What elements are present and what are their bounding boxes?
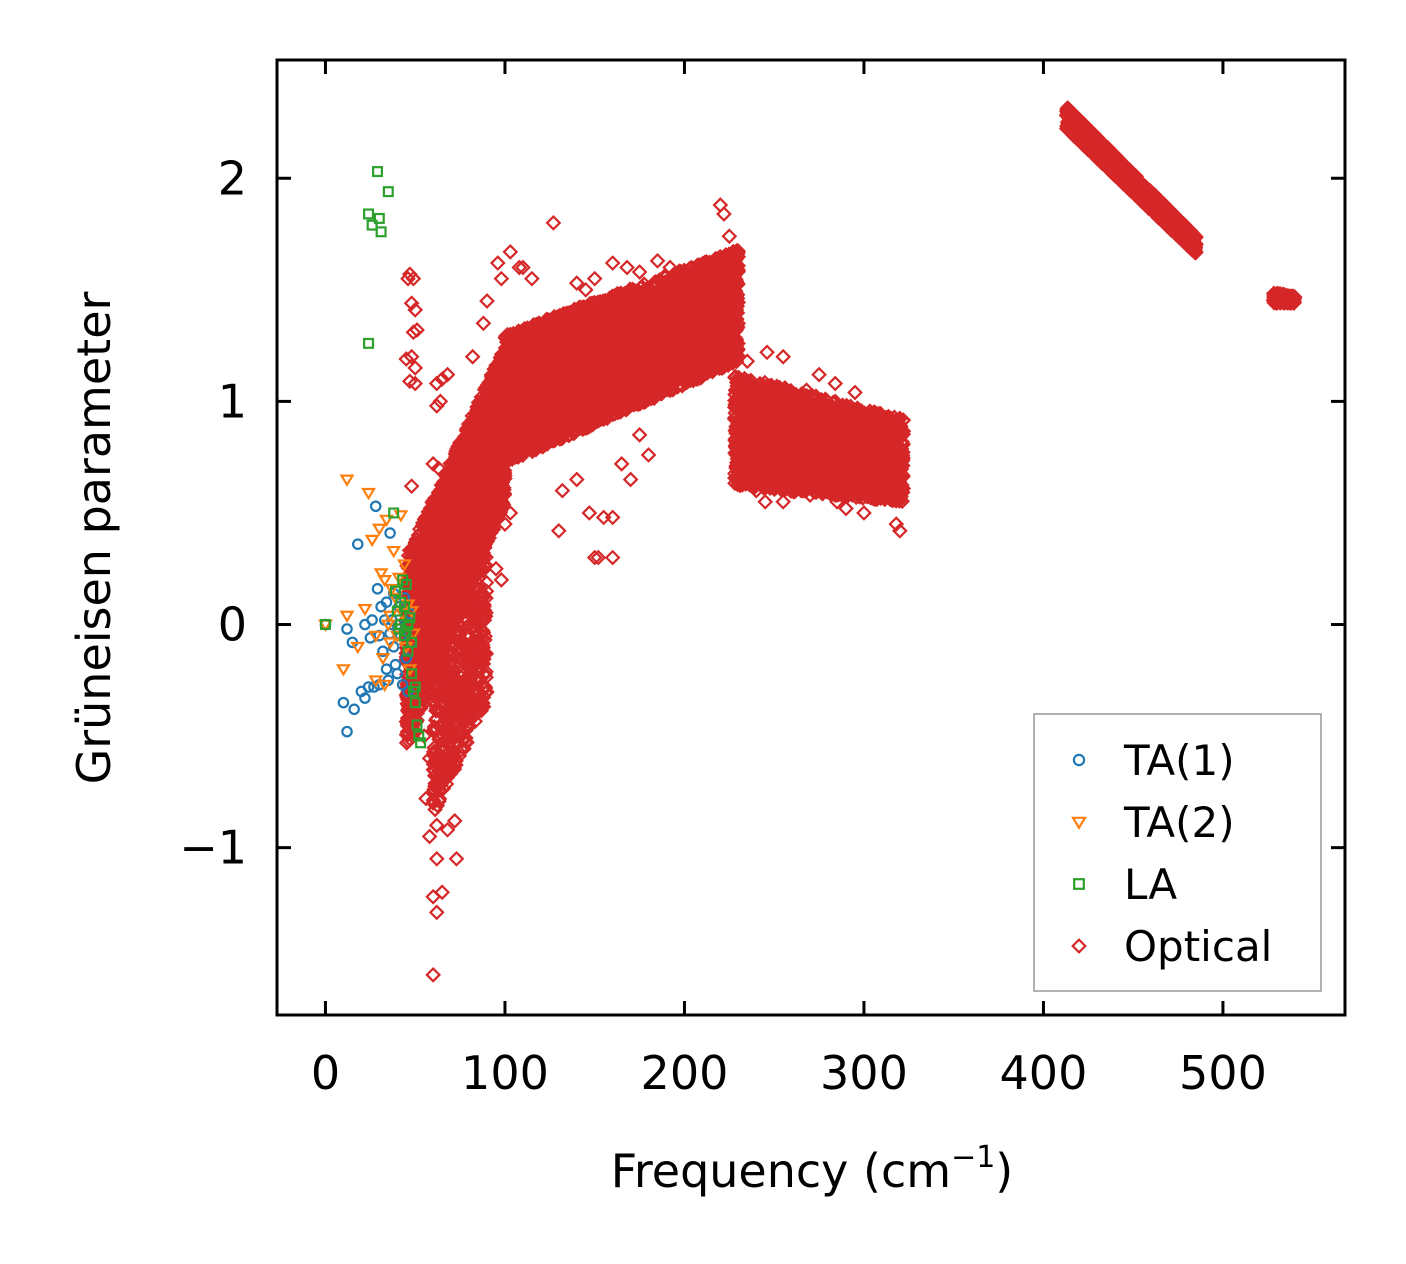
optical-point (406, 705, 423, 721)
optical-point (411, 521, 428, 538)
optical-point (423, 514, 440, 531)
optical-point (470, 394, 487, 411)
optical-point (453, 437, 470, 454)
optical-point (488, 502, 504, 519)
optical-point (404, 657, 421, 674)
data-points (318, 100, 1303, 983)
optical-point (451, 447, 468, 464)
optical-point (404, 562, 420, 579)
optical-point (483, 368, 500, 384)
optical-point (400, 733, 417, 749)
optical-point (422, 593, 439, 610)
optical-point (453, 474, 470, 491)
optical-point (417, 688, 434, 705)
